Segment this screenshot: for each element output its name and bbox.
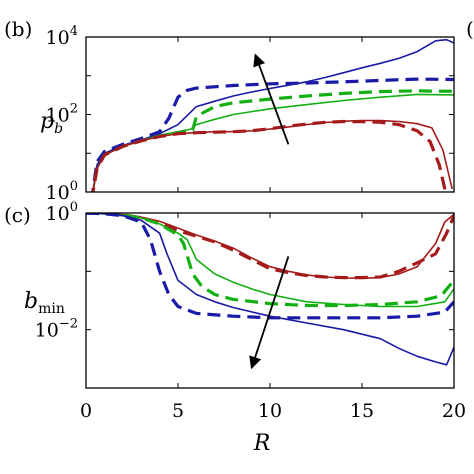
panel-c-series-4-dashed: [86, 213, 454, 308]
panel-b-series-3-solid: [92, 93, 454, 192]
panel-b-y-ticks: 100 102 104: [46, 24, 454, 204]
x-axis-label: R: [253, 431, 271, 456]
panel-c-y-tick-label-2: 100: [46, 200, 78, 225]
panel-b-label: (b): [4, 17, 32, 41]
panel-b-series-6-dashed: [91, 119, 447, 192]
panel-b-series-2-dashed: [91, 77, 454, 192]
panel-c-x-ticks: 0 5 10 15 20: [80, 213, 466, 422]
panel-c-x-tick-label-0: 0: [80, 400, 92, 422]
panel-c-series-5-solid: [86, 213, 454, 366]
panel-cut-off-label: (: [466, 17, 474, 41]
panel-c-lines: [86, 213, 454, 366]
panel-b-series-1-solid: [92, 38, 454, 192]
panel-c-y-ticks: 10−2 100: [35, 200, 454, 389]
panel-b-y-tick-label-1: 100: [46, 179, 78, 204]
panel-b-y-tick-label-2: 102: [46, 102, 78, 127]
panel-b-trend-arrow: [253, 53, 290, 145]
panel-c: (c) 10−2 100 0 5 10 15 20 bmin R: [4, 200, 466, 456]
panel-c-x-tick-label-15: 15: [350, 400, 374, 422]
panel-b: (b) ( 100 102 104 pb: [4, 17, 474, 204]
panel-c-x-tick-label-10: 10: [258, 400, 282, 422]
panel-b-y-axis-label: pb: [40, 109, 63, 137]
panel-c-x-tick-label-20: 20: [442, 400, 466, 422]
panel-b-x-ticks: [85, 37, 455, 192]
panel-c-x-tick-label-5: 5: [172, 400, 184, 422]
panel-c-label: (c): [4, 203, 31, 227]
panel-c-series-6-dashed: [86, 213, 454, 320]
panel-c-trend-arrow: [249, 256, 290, 370]
panel-c-axes-box: [85, 212, 455, 389]
panel-c-series-1-solid: [86, 213, 454, 280]
panel-c-series-3-solid: [86, 213, 454, 308]
panel-b-series-5-solid: [92, 119, 453, 192]
panel-c-series-2-dashed: [86, 213, 454, 280]
panel-c-y-tick-label-1: 10−2: [35, 317, 78, 342]
panel-b-axes-box: [85, 36, 455, 193]
panel-b-y-tick-label-3: 104: [46, 24, 78, 49]
panel-b-lines: [91, 38, 454, 192]
panel-b-series-4-dashed: [91, 89, 454, 192]
panel-c-y-axis-label: bmin: [24, 289, 65, 317]
